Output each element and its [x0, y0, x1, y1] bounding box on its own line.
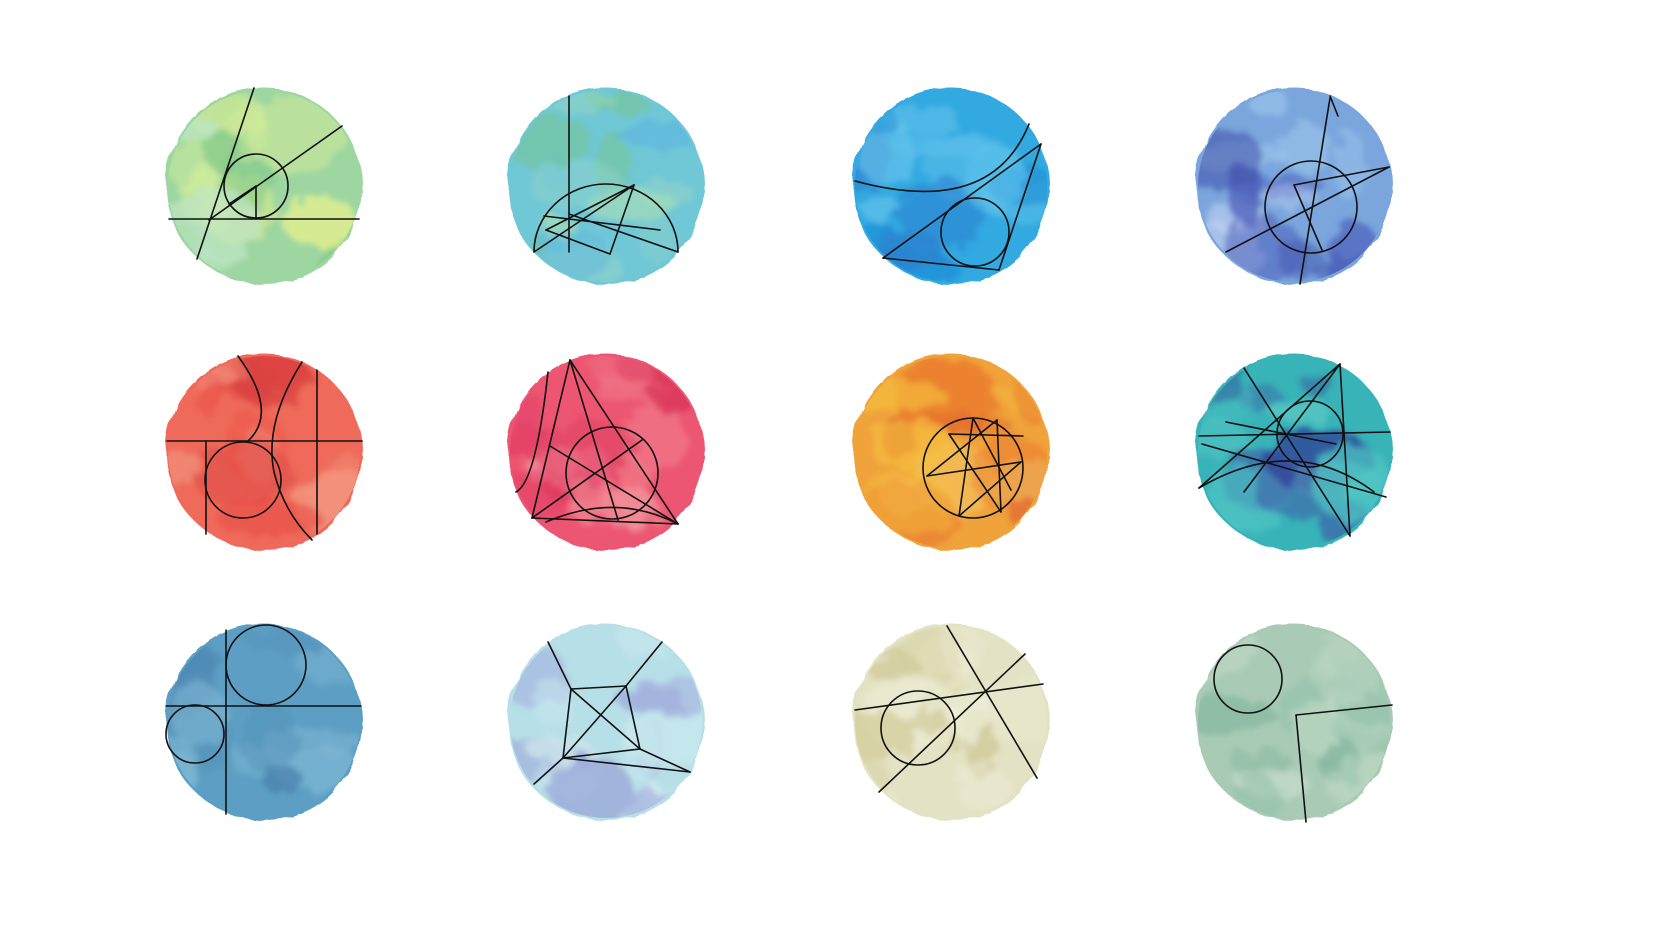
watercolor-blot	[195, 377, 224, 416]
watercolor-blot	[1312, 445, 1390, 522]
watercolor-blot	[232, 356, 312, 409]
watercolor-blot	[861, 194, 899, 224]
triangle-incircle-icon	[515, 359, 679, 525]
watercolor-blot	[1198, 126, 1263, 188]
watercolor-blot	[1001, 367, 1047, 421]
star-in-circle-icon	[1225, 95, 1390, 285]
watercolor-blot	[956, 763, 1008, 812]
watercolor-blot	[240, 702, 299, 775]
watercolor-blot	[871, 230, 943, 271]
steel-blue-watercolor-tile	[165, 624, 362, 820]
watercolor-blot	[1198, 696, 1275, 734]
sand-watercolor-tile	[853, 624, 1049, 820]
watercolor-blot	[1327, 220, 1382, 282]
watercolor-blot	[221, 412, 288, 486]
circle-secants-icon	[854, 625, 1044, 793]
watercolor-blot	[1303, 371, 1334, 399]
watercolor-blot	[214, 499, 321, 536]
quadrilateral-rays-icon	[533, 641, 691, 785]
watercolor-blot	[1335, 131, 1366, 202]
watercolor-blot	[533, 679, 572, 727]
watercolor-blot	[1324, 754, 1390, 811]
watercolor-blot	[329, 453, 360, 476]
indigo-watercolor-tile	[1196, 88, 1392, 285]
lavender-watercolor-tile	[508, 624, 704, 820]
watercolor-blot	[628, 674, 702, 717]
watercolor-blot	[905, 707, 949, 734]
teal-watercolor-tile	[508, 88, 704, 284]
sage-watercolor-tile	[1196, 624, 1393, 823]
watercolor-blot	[890, 136, 997, 157]
watercolor-blot	[950, 688, 990, 744]
watercolor-blot	[855, 100, 899, 133]
watercolor-blot	[1248, 90, 1290, 115]
circle-tangent-lines-icon	[168, 87, 360, 260]
blue-teal-watercolor-tile	[1196, 354, 1392, 550]
watercolor-blot	[534, 419, 640, 484]
watercolor-blot	[282, 196, 358, 247]
watercolor-blot	[857, 791, 899, 818]
watercolor-blot	[1279, 121, 1331, 173]
watercolor-blot	[618, 790, 681, 818]
watercolor-blot	[855, 380, 947, 412]
watercolor-blot	[638, 215, 675, 263]
watercolor-blot	[526, 738, 593, 762]
semicircle-triangles-icon	[533, 95, 679, 255]
watercolor-blot	[170, 682, 227, 748]
watercolor-blot	[550, 756, 633, 818]
orange-watercolor-tile	[853, 354, 1049, 550]
watercolor-blot	[168, 187, 260, 263]
pentagram-in-circle-icon	[922, 417, 1024, 519]
crossing-lines-circle-icon	[1198, 363, 1391, 537]
watercolor-blot	[295, 644, 360, 684]
watercolor-blot	[857, 470, 960, 534]
watercolor-blot	[618, 626, 668, 658]
watercolor-blot	[247, 96, 348, 174]
watercolor-blot	[939, 626, 984, 678]
watercolor-blot	[978, 673, 1047, 745]
circle-corner-icon	[1213, 644, 1393, 823]
green-watercolor-tile	[166, 87, 362, 284]
watercolor-blot	[1235, 771, 1281, 818]
watercolor-blot	[526, 159, 624, 209]
pink-watercolor-tile	[508, 354, 704, 550]
watercolor-blot	[511, 391, 544, 433]
watercolor-blot	[202, 131, 244, 172]
watercolor-blot	[868, 417, 953, 470]
watercolor-blot	[855, 709, 914, 763]
watercolor-blot	[1268, 401, 1334, 423]
watercolor-blot	[524, 90, 619, 112]
watercolor-blot	[615, 121, 702, 148]
watercolor-blot	[650, 374, 699, 415]
red-watercolor-tile	[166, 354, 363, 550]
sky-blue-watercolor-tile	[853, 88, 1049, 284]
watercolor-blot	[168, 116, 220, 139]
arc-and-incircle-icon	[854, 123, 1042, 271]
watercolor-blot	[168, 449, 204, 484]
arcs-and-grid-icon	[166, 355, 363, 541]
watercolor-blot	[527, 226, 609, 282]
two-circles-cross-icon	[165, 624, 362, 815]
watercolor-blot	[1262, 185, 1318, 208]
